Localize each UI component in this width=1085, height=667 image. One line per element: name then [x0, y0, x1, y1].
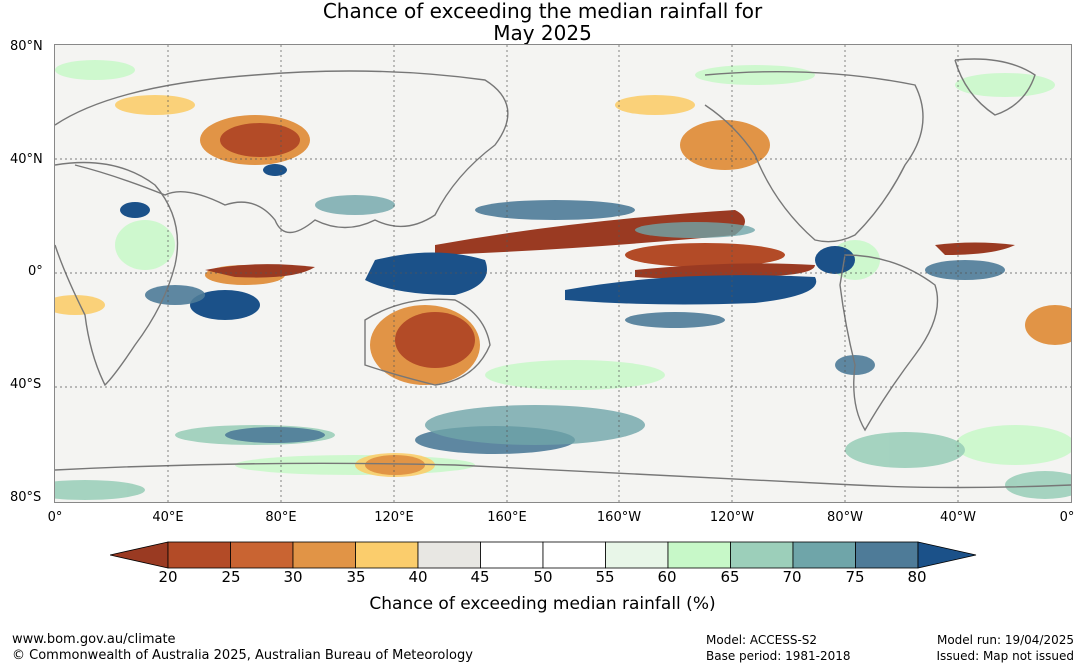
colorbar-tick: 50 [533, 568, 553, 586]
colorbar-tick: 60 [657, 568, 677, 586]
map-title-line-2: May 2025 [493, 21, 592, 45]
lon-label-80w: 80°W [827, 510, 863, 525]
colorbar-tick: 75 [845, 568, 865, 586]
lon-label-0-end: 0° [1059, 510, 1075, 525]
lat-label-equator: 0° [28, 264, 43, 279]
colorbar-tick: 30 [283, 568, 303, 586]
colorbar-extend-low [110, 541, 169, 569]
lon-label-120e: 120°E [374, 510, 414, 525]
colorbar-segment [417, 541, 481, 569]
colorbar-segment [167, 541, 231, 569]
colorbar-segment [480, 541, 544, 569]
lon-label-160e: 160°E [487, 510, 527, 525]
colorbar-tick: 40 [408, 568, 428, 586]
colorbar-extend-high [917, 541, 977, 569]
colorbar-segment [292, 541, 356, 569]
colorbar [110, 541, 977, 569]
colorbar-tick: 45 [470, 568, 490, 586]
lon-label-40e: 40°E [152, 510, 184, 525]
footer-copyright: © Commonwealth of Australia 2025, Austra… [12, 648, 473, 663]
colorbar-segment [542, 541, 606, 569]
colorbar-tick: 35 [346, 568, 366, 586]
colorbar-tick: 20 [158, 568, 178, 586]
lat-label-40n: 40°N [10, 152, 43, 167]
rainfall-probability-map [54, 44, 1072, 503]
colorbar-segment [355, 541, 419, 569]
colorbar-tick: 65 [720, 568, 740, 586]
colorbar-segment [855, 541, 919, 569]
colorbar-segment [792, 541, 856, 569]
map-canvas [55, 45, 1071, 502]
colorbar-segment [230, 541, 294, 569]
lon-label-120w: 120°W [709, 510, 755, 525]
map-title-line-1: Chance of exceeding the median rainfall … [322, 0, 763, 23]
colorbar-tick: 70 [782, 568, 802, 586]
colorbar-segment [605, 541, 669, 569]
lon-label-160w: 160°W [596, 510, 642, 525]
footer-model-run: Model run: 19/04/2025 [936, 633, 1074, 647]
footer-model: Model: ACCESS-S2 [706, 633, 818, 647]
colorbar-segment [667, 541, 731, 569]
lat-label-80s: 80°S [10, 490, 42, 505]
colorbar-label: Chance of exceeding median rainfall (%) [369, 594, 716, 614]
lat-label-80n: 80°N [10, 39, 43, 54]
footer-base-period: Base period: 1981-2018 [706, 649, 851, 663]
lat-label-40s: 40°S [10, 377, 42, 392]
colorbar-tick: 80 [907, 568, 927, 586]
lon-label-0: 0° [47, 510, 63, 525]
lon-label-80e: 80°E [265, 510, 297, 525]
colorbar-segment [730, 541, 794, 569]
colorbar-tick: 55 [595, 568, 615, 586]
colorbar-tick: 25 [221, 568, 241, 586]
footer-issued: Issued: Map not issued [936, 649, 1074, 663]
footer-site-link[interactable]: www.bom.gov.au/climate [12, 632, 176, 647]
lon-label-40w: 40°W [940, 510, 976, 525]
